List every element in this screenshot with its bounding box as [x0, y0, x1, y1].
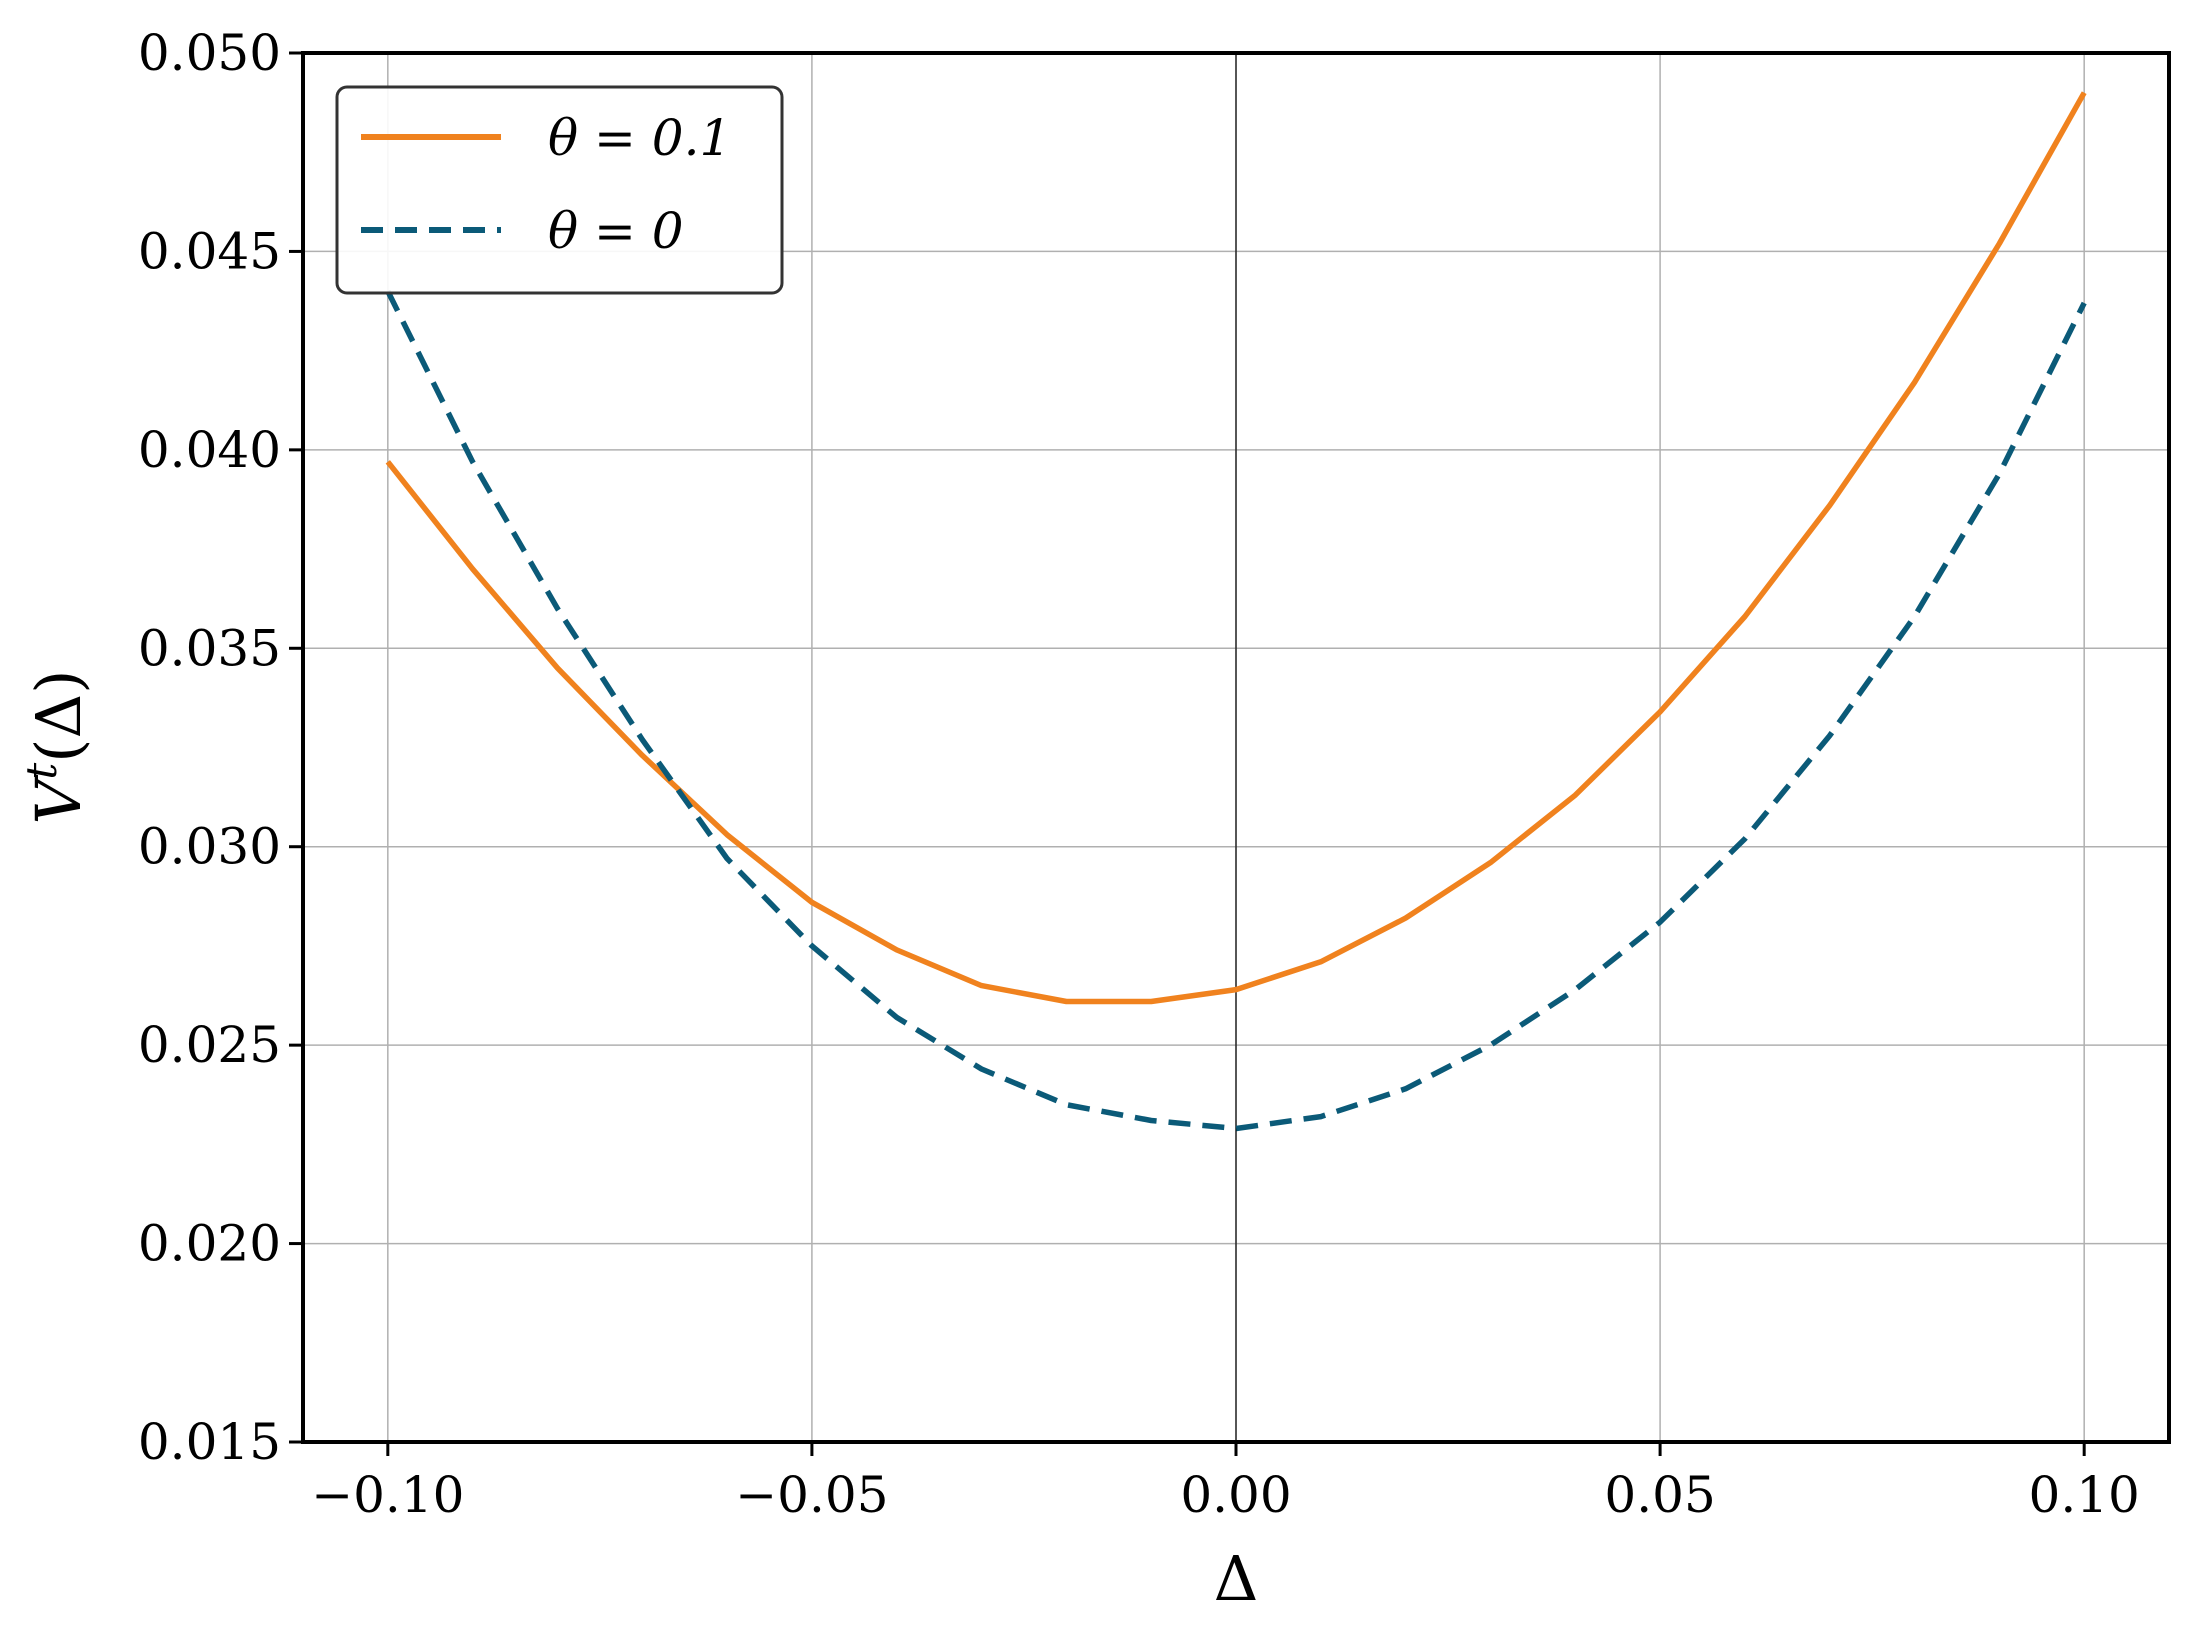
y-axis-label-arg: (Δ) — [22, 670, 95, 763]
series-line-theta-0 — [385, 289, 2087, 1132]
y-tick-label: 0.045 — [138, 222, 281, 280]
y-axis-label-sup: t — [17, 763, 66, 780]
series-layer — [385, 91, 2087, 1132]
x-axis-label: Δ — [1214, 1542, 1259, 1615]
y-tick-label: 0.025 — [138, 1016, 281, 1074]
y-tick-label: 0.015 — [138, 1413, 281, 1471]
y-tick-label: 0.035 — [138, 619, 281, 677]
y-tick-label: 0.020 — [138, 1215, 281, 1273]
y-tick-label: 0.030 — [138, 818, 281, 876]
x-tick-label: −0.05 — [735, 1466, 888, 1524]
y-tick-label: 0.050 — [138, 24, 281, 82]
legend-label-theta-0.1: θ = 0.1 — [548, 109, 731, 167]
x-tick-label: 0.10 — [2029, 1466, 2140, 1524]
legend: θ = 0.1 θ = 0 — [335, 85, 784, 295]
y-tick-label: 0.040 — [138, 421, 281, 479]
legend-label-theta-0: θ = 0 — [548, 202, 684, 260]
series-line-theta-0.1 — [385, 91, 2087, 1005]
x-tick-label: 0.00 — [1180, 1466, 1291, 1524]
x-tick-label: −0.10 — [311, 1466, 464, 1524]
x-tick-label: 0.05 — [1604, 1466, 1715, 1524]
y-axis-label: Vt(Δ) — [17, 670, 95, 825]
y-axis-label-main: V — [22, 773, 95, 824]
ticks-layer: −0.10 −0.05 0.00 0.05 0.10 0.015 0.020 0.025 0.0… — [138, 24, 2140, 1524]
